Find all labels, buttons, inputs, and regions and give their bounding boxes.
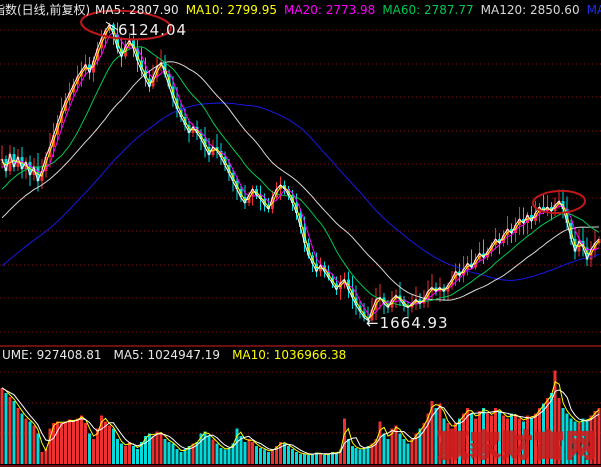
chart-title: 指数(日线,前复权) [0, 3, 89, 17]
ma60-readout: MA60: 2787.77 [382, 3, 474, 17]
ma120-readout: MA120: 2850.60 [480, 3, 580, 17]
peak-price-label: 6124.04 [118, 21, 188, 39]
ma5-readout: MA5: 2807.90 [95, 3, 179, 17]
volume-readout: UME: 927408.81 [2, 348, 102, 362]
ma20-readout: MA20: 2773.98 [284, 3, 376, 17]
ma250-readout: MA250: 2809.3 [586, 3, 601, 17]
watermark: 赢家财富网 [437, 428, 598, 465]
volume-ma10-readout: MA10: 1036966.38 [232, 348, 347, 362]
price-header: 指数(日线,前复权) MA5: 2807.90 MA10: 2799.95 MA20:… [0, 2, 601, 18]
trough-price-label: ←1664.93 [366, 314, 449, 332]
volume-header: UME: 927408.81 MA5: 1024947.19 MA10: 10369… [2, 348, 601, 363]
volume-ma5-readout: MA5: 1024947.19 [113, 348, 221, 362]
ma10-readout: MA10: 2799.95 [185, 3, 277, 17]
